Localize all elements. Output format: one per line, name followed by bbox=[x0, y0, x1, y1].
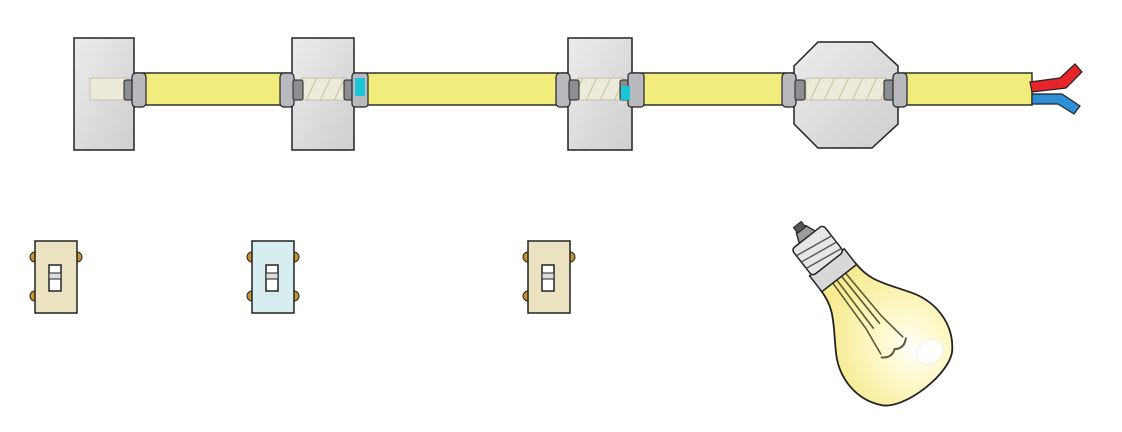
live-wire bbox=[1029, 63, 1083, 93]
bulb-glare bbox=[916, 338, 944, 366]
cable-clamp bbox=[892, 72, 908, 108]
cyan-marker bbox=[627, 72, 645, 108]
filament bbox=[831, 271, 907, 359]
bulb-glass bbox=[819, 261, 954, 407]
neutral-wire bbox=[1031, 93, 1081, 115]
cable-clamp bbox=[555, 72, 571, 108]
cable-clamp bbox=[131, 72, 147, 108]
screw-base bbox=[792, 220, 844, 276]
cable-end-wires bbox=[1029, 63, 1083, 115]
switch-2[interactable] bbox=[246, 240, 300, 314]
switch-1[interactable] bbox=[29, 240, 83, 314]
cable-clamp bbox=[292, 79, 304, 101]
switch-box-1 bbox=[73, 37, 147, 151]
switch-3[interactable] bbox=[522, 240, 576, 314]
cable-clamp bbox=[568, 79, 580, 101]
switch-box-3 bbox=[555, 37, 645, 151]
cable-clamp bbox=[794, 79, 806, 101]
cable-clamp bbox=[781, 72, 797, 108]
switch-box-2 bbox=[279, 37, 369, 151]
junction-box bbox=[781, 41, 908, 149]
light-bulb bbox=[792, 220, 954, 407]
cable-clamp bbox=[279, 72, 295, 108]
